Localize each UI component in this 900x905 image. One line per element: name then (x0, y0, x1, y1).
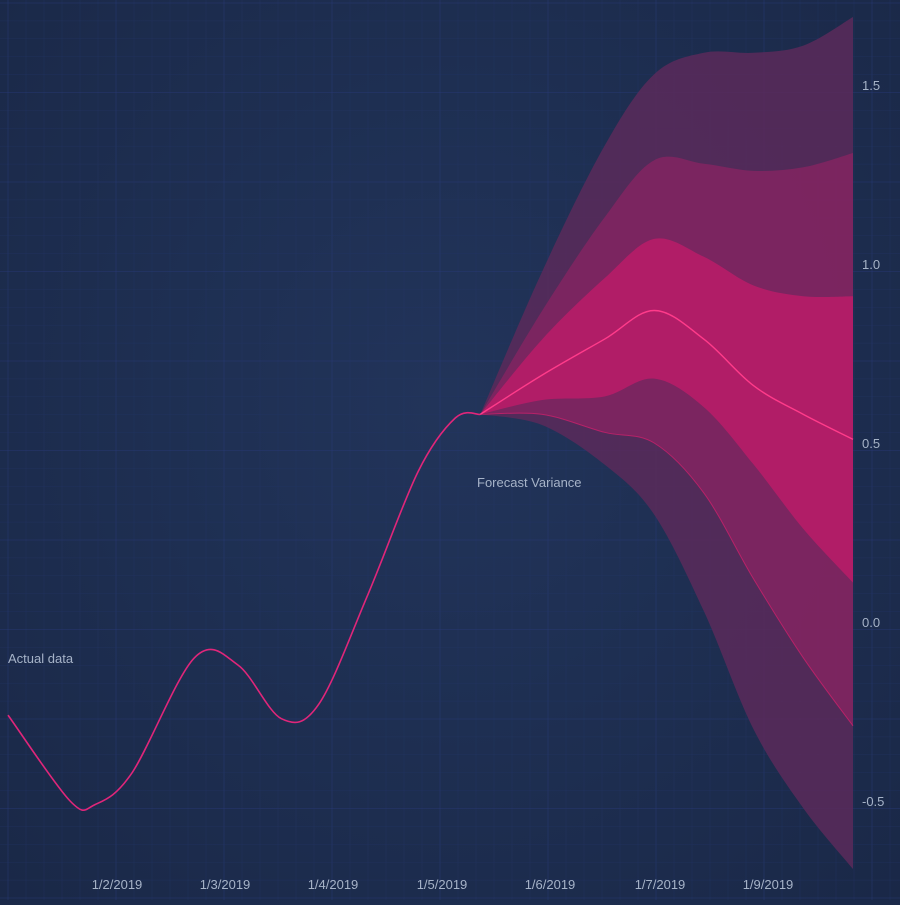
annotation-forecast-variance: Forecast Variance (477, 475, 582, 490)
axes: 1.5 1.0 0.5 0.0 -0.5 1/2/2019 1/3/2019 1/4/2019… (92, 78, 885, 892)
series-lines (7, 309, 854, 811)
x-tick-label: 1/9/2019 (743, 877, 794, 892)
y-tick-label: 1.0 (862, 257, 880, 272)
y-tick-label: 0.0 (862, 615, 880, 630)
band-inner (480, 238, 853, 583)
y-tick-label: 1.5 (862, 78, 880, 93)
x-tick-label: 1/6/2019 (525, 877, 576, 892)
y-tick-label: -0.5 (862, 794, 884, 809)
x-tick-label: 1/7/2019 (635, 877, 686, 892)
band-middle-lower-edge (480, 412, 854, 727)
x-tick-label: 1/2/2019 (92, 877, 143, 892)
forecast-median-line (479, 309, 854, 441)
x-tick-label: 1/3/2019 (200, 877, 251, 892)
annotation-actual-data: Actual data (8, 651, 74, 666)
forecast-bands (480, 17, 854, 869)
y-tick-label: 0.5 (862, 436, 880, 451)
x-tick-label: 1/5/2019 (417, 877, 468, 892)
actual-data-line (7, 411, 481, 811)
x-tick-label: 1/4/2019 (308, 877, 359, 892)
annotations: Actual data Forecast Variance (8, 475, 582, 666)
